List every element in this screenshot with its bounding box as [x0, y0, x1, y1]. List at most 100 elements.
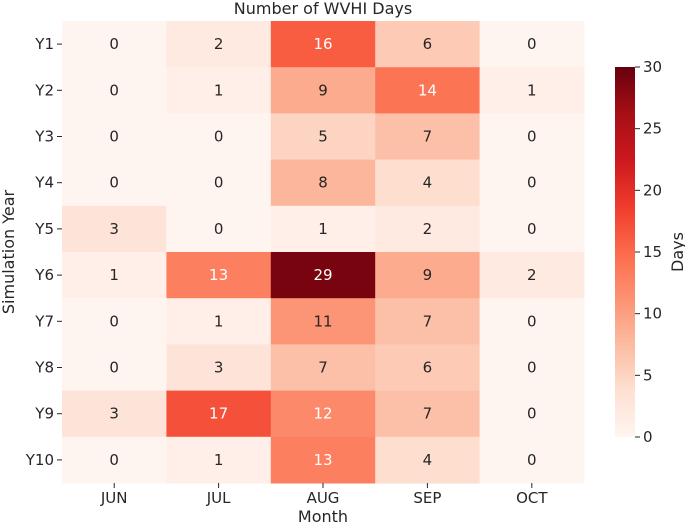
cell-value-label: 0	[109, 312, 119, 330]
cell-value-label: 3	[214, 359, 224, 377]
heatmap-cell	[166, 298, 272, 345]
colorbar-label: Days	[668, 232, 685, 272]
heatmap-cell	[479, 205, 585, 253]
heatmap-cell	[479, 390, 585, 438]
y-tick-label: Y9	[34, 405, 54, 423]
heatmap-cell	[166, 252, 272, 299]
cell-value-label: 0	[527, 405, 537, 423]
cell-value-label: 0	[214, 174, 224, 192]
y-axis-label: Simulation Year	[0, 189, 18, 314]
cell-value-label: 0	[527, 128, 537, 146]
heatmap-cell	[375, 159, 481, 207]
heatmap-cell	[270, 252, 376, 299]
cell-value-label: 2	[214, 35, 224, 53]
heatmap-cell	[375, 390, 481, 438]
cell-value-label: 1	[318, 220, 328, 238]
cell-value-label: 17	[209, 405, 228, 423]
chart-title: Number of WVHI Days	[234, 0, 412, 18]
y-tick-label: Y5	[34, 220, 54, 238]
cell-value-label: 1	[214, 312, 224, 330]
y-tick-label: Y6	[34, 266, 54, 284]
y-tick-label: Y10	[25, 451, 54, 469]
heatmap-cell	[62, 390, 167, 438]
heatmap-cell	[270, 113, 376, 161]
heatmap-cells	[62, 21, 585, 484]
cell-value-label: 13	[313, 451, 332, 469]
cell-value-label: 0	[214, 220, 224, 238]
heatmap-cell	[62, 159, 167, 207]
heatmap-cell	[166, 390, 272, 438]
colorbar-tick-label: 20	[643, 181, 662, 199]
x-tick-label: SEP	[413, 489, 441, 507]
heatmap-cell	[166, 436, 272, 484]
cell-value-label: 0	[527, 174, 537, 192]
y-tick-label: Y4	[34, 174, 54, 192]
cell-value-label: 16	[313, 35, 332, 53]
cell-value-label: 1	[109, 266, 119, 284]
heatmap-cell	[479, 113, 585, 161]
heatmap-cell	[270, 436, 376, 484]
colorbar	[615, 67, 635, 437]
cell-annotations: 0 2 16 6 00 1 9 14 10 0 5 7 00 0 8 4 03 0 1 2 01 13 29 9 20 1 11 7 0…	[109, 35, 536, 469]
y-tick-label: Y3	[34, 128, 54, 146]
heatmap-cell	[270, 344, 376, 392]
cell-value-label: 3	[109, 405, 119, 423]
cell-value-label: 0	[109, 81, 119, 99]
colorbar-tick-label: 30	[643, 58, 662, 76]
colorbar-tick-label: 0	[643, 428, 653, 446]
heatmap-cell	[375, 436, 481, 484]
cell-value-label: 9	[423, 266, 433, 284]
cell-value-label: 2	[527, 266, 537, 284]
colorbar-ticks: 0 5 10 15 20 25 30	[635, 58, 662, 446]
heatmap-cell	[270, 390, 376, 438]
cell-value-label: 6	[423, 359, 433, 377]
heatmap-cell	[270, 205, 376, 253]
cell-value-label: 0	[109, 128, 119, 146]
x-tick-label: JUL	[206, 489, 231, 507]
colorbar-tick-label: 25	[643, 120, 662, 138]
heatmap-cell	[479, 298, 585, 345]
heatmap-cell	[166, 205, 272, 253]
heatmap-cell	[62, 113, 167, 161]
y-tick-label: Y7	[34, 312, 54, 330]
cell-value-label: 0	[214, 128, 224, 146]
heatmap-cell	[375, 113, 481, 161]
x-tick-label: JUN	[100, 489, 128, 507]
heatmap-cell	[166, 67, 272, 114]
cell-value-label: 0	[527, 220, 537, 238]
cell-value-label: 3	[109, 220, 119, 238]
heatmap-cell	[270, 21, 376, 68]
heatmap-cell	[375, 252, 481, 299]
cell-value-label: 1	[214, 451, 224, 469]
cell-value-label: 9	[318, 81, 328, 99]
cell-value-label: 4	[423, 174, 433, 192]
heatmap-cell	[375, 205, 481, 253]
heatmap-cell	[270, 67, 376, 114]
heatmap-cell	[166, 159, 272, 207]
heatmap-cell	[62, 344, 167, 392]
heatmap-cell	[62, 21, 167, 68]
heatmap-cell	[479, 436, 585, 484]
cell-value-label: 12	[313, 405, 332, 423]
cell-value-label: 7	[423, 312, 433, 330]
cell-value-label: 1	[214, 81, 224, 99]
x-axis-label: Month	[298, 507, 348, 524]
colorbar-tick-label: 10	[643, 305, 662, 323]
heatmap-cell	[479, 21, 585, 68]
x-axis-ticks: JUN JUL AUG SEP OCT	[100, 483, 548, 507]
heatmap-cell	[270, 159, 376, 207]
colorbar-tick-label: 5	[643, 366, 653, 384]
heatmap-cell	[375, 344, 481, 392]
heatmap-cell	[166, 21, 272, 68]
heatmap-cell	[62, 252, 167, 299]
cell-value-label: 0	[109, 451, 119, 469]
cell-value-label: 7	[423, 128, 433, 146]
cell-value-label: 5	[318, 128, 328, 146]
cell-value-label: 11	[313, 312, 332, 330]
cell-value-label: 1	[527, 81, 537, 99]
cell-value-label: 0	[527, 451, 537, 469]
heatmap-cell	[375, 21, 481, 68]
cell-value-label: 0	[109, 35, 119, 53]
cell-value-label: 0	[109, 359, 119, 377]
